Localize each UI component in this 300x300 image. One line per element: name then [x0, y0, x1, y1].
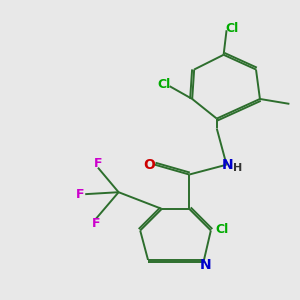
Text: F: F [92, 217, 100, 230]
Text: H: H [233, 163, 242, 173]
Text: N: N [200, 258, 211, 272]
Text: Cl: Cl [215, 224, 229, 236]
Text: Cl: Cl [158, 78, 171, 91]
Text: F: F [94, 157, 102, 170]
Text: N: N [221, 158, 233, 172]
Text: F: F [76, 188, 84, 201]
Text: Cl: Cl [225, 22, 239, 35]
Text: O: O [144, 158, 155, 172]
